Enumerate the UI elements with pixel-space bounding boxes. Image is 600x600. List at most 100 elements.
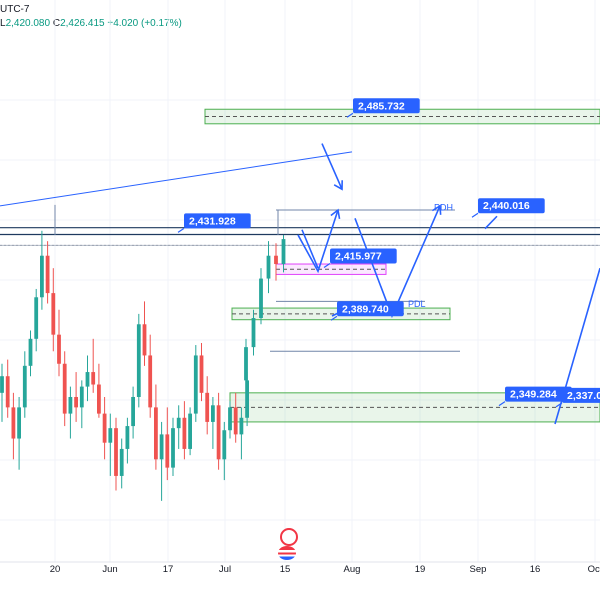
candle-body [119,448,124,476]
price-label-text: 2,431.928 [189,215,236,227]
candle-body [171,428,175,468]
candle-body [216,405,221,460]
candle-body [102,413,107,443]
candle-body [266,255,271,279]
candle-body [193,355,198,414]
x-tick-label: Oct [588,564,600,575]
price-labels: 2,485.732 2,440.016 2,431.928 2,415.977 2,38… [177,98,600,408]
candle-body [142,324,147,356]
low-label: L [0,18,6,29]
pdh-connector [484,215,498,230]
candle-body [28,338,33,366]
candle-body [244,347,248,381]
horizontal-levels [0,151,600,352]
projection-arrows [297,143,600,425]
arrow-head-up-left [330,208,341,220]
level-label: PDH [434,203,453,213]
candle-body [5,376,10,408]
candle-body [62,363,67,414]
arrow-head-drop [333,180,343,191]
price-label-pointer [323,263,331,269]
price-label-pointer [177,227,185,233]
ohlc-readout: L2,420.080 C2,426.415 +4.020 (+0.17%) [0,18,182,29]
chart-grid [0,0,600,562]
x-tick-label: Jun [102,564,117,575]
x-tick-label: 19 [415,564,426,575]
candle-body [68,396,73,414]
price-label-text: 2,485.732 [358,100,405,112]
price-label-box [337,301,404,317]
level-label: PDL [408,299,426,309]
timezone-label: UTC-7 [0,4,30,15]
candle-body [97,384,101,414]
candle-body [22,365,27,408]
candle-body [40,255,44,298]
path-initial [301,229,319,269]
candle-body [34,297,39,339]
candlestick-series [0,230,286,501]
us-flag-event-icon[interactable] [278,546,296,560]
price-label-text: 2,415.977 [335,251,382,263]
candle-body [91,372,96,385]
candle-body [211,405,215,422]
price-label-pointer [498,401,506,407]
candle-body [131,396,135,427]
x-tick-label: 20 [50,564,61,575]
candle-body [239,417,244,435]
candle-body [281,239,286,265]
candle-body [148,355,153,408]
candle-body [182,417,187,449]
close-value: 2,426.415 [60,18,105,29]
candle-body [176,417,181,429]
trend-line [0,151,353,207]
x-tick-label: Jul [219,564,231,575]
candle-body [228,407,232,431]
price-label-text: 2,337.0 [567,390,600,402]
candle-body [108,428,113,443]
candle-body [57,334,61,364]
candle-body [222,430,227,460]
price-label-box [184,213,251,229]
price-label-box [562,387,600,403]
candle-body [274,255,278,265]
candle-body [233,407,238,435]
price-label-box [478,198,545,214]
price-label-pointer [346,112,354,118]
price-label-box [505,386,572,402]
low-value: 2,420.080 [5,18,51,29]
close-label: C [52,18,61,29]
candle-body [51,293,56,335]
price-label-box [353,98,420,114]
lightning-event-icon[interactable] [280,528,298,546]
x-tick-label: Aug [344,564,361,575]
x-axis: 20 Jun 17 Jul 15 Aug 19 Sep 16 Oct [0,561,600,575]
candle-body [245,380,249,418]
candle-body [114,428,118,476]
candle-body [85,372,90,387]
price-label-pointer [330,315,338,321]
candle-body [0,376,4,393]
price-label-text: 2,349.284 [510,389,557,401]
x-tick-label: 15 [280,564,291,575]
candle-body [11,407,16,439]
candle-body [79,386,84,408]
candle-body [259,278,263,319]
annotation-zones [204,108,600,423]
price-label-text: 2,440.016 [483,200,530,212]
x-tick-label: Sep [470,564,487,575]
candle-body [159,434,164,460]
price-label-pointer [471,212,479,218]
candle-body [205,392,210,422]
path-drop [321,143,343,190]
price-label-box [330,248,397,264]
candle-body [74,396,78,408]
candle-body [188,413,192,449]
path-up-left [297,209,339,274]
candle-body [199,355,204,393]
price-label-text: 2,389.740 [342,303,389,315]
candle-body [154,407,158,460]
arrow-head-pdl [431,204,442,215]
x-tick-label: 16 [530,564,541,575]
candle-body [136,324,141,397]
